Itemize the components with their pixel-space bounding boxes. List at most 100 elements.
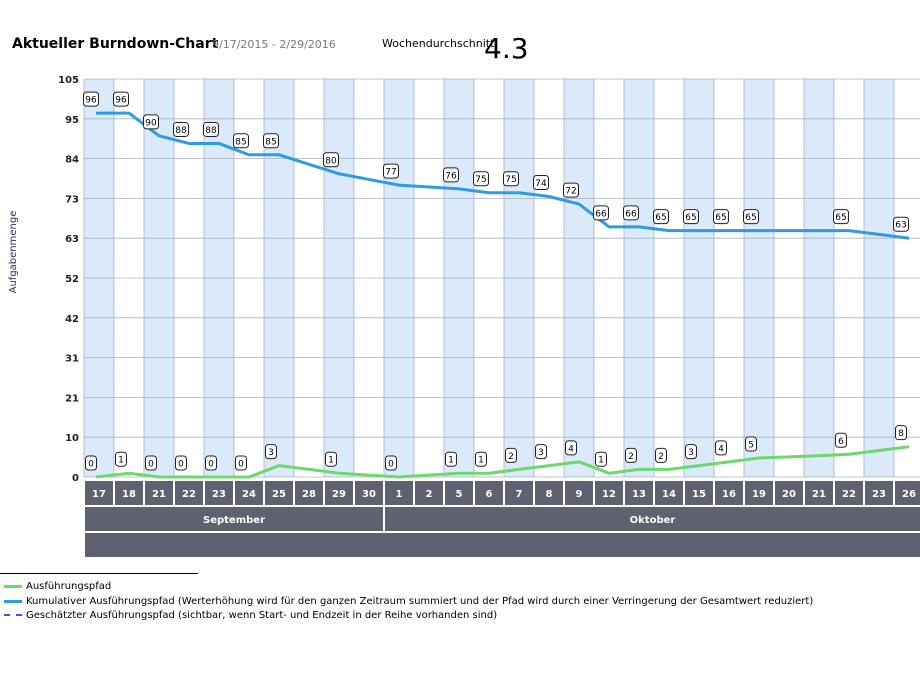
- day-cell: [655, 481, 683, 505]
- execution-data-label: 0: [385, 455, 397, 471]
- x-tick-label: 17: [92, 489, 106, 500]
- x-tick-label: 21: [812, 489, 826, 500]
- x-tick-label: 22: [182, 489, 196, 500]
- cumulative-data-label: 66: [593, 205, 609, 221]
- cumulative-data-label: 88: [173, 121, 189, 137]
- data-label-box: [503, 171, 519, 187]
- data-label-text: 2: [628, 452, 634, 462]
- y-tick-label: 105: [58, 75, 79, 86]
- data-label-box: [895, 425, 907, 441]
- x-tick-label: 25: [272, 489, 286, 500]
- execution-data-label: 4: [715, 440, 727, 456]
- execution-data-label: 0: [205, 455, 217, 471]
- weekly-average-value: 4.3: [484, 32, 529, 65]
- x-tick-label: 20: [782, 489, 796, 500]
- y-tick-label: 84: [65, 155, 79, 166]
- x-tick-label: 16: [722, 489, 736, 500]
- day-cell: [295, 481, 323, 505]
- data-label-box: [475, 451, 487, 467]
- day-cell: [475, 481, 503, 505]
- data-label-text: 65: [685, 213, 696, 223]
- data-label-text: 65: [745, 213, 756, 223]
- day-cell: [535, 481, 563, 505]
- legend-swatch-estimated: [4, 614, 22, 616]
- cumulative-data-label: 85: [233, 133, 249, 149]
- data-label-box: [713, 209, 729, 225]
- data-label-text: 0: [238, 460, 244, 470]
- data-label-box: [835, 432, 847, 448]
- day-cell: [445, 481, 473, 505]
- x-tick-label: 8: [546, 489, 553, 500]
- data-label-text: 4: [568, 444, 574, 454]
- data-label-text: 3: [268, 448, 274, 458]
- data-label-text: 80: [325, 156, 337, 166]
- data-label-box: [623, 205, 639, 221]
- cumulative-data-label: 65: [713, 209, 729, 225]
- data-label-text: 2: [508, 452, 514, 462]
- weekly-average-label: Wochendurchschnitt: [382, 37, 495, 50]
- execution-data-label: 4: [565, 440, 577, 456]
- data-label-text: 96: [85, 96, 97, 106]
- data-label-text: 88: [205, 126, 217, 136]
- data-label-box: [593, 205, 609, 221]
- cumulative-data-label: 96: [113, 91, 129, 107]
- data-label-text: 85: [265, 137, 276, 147]
- axis-footer-bar: [85, 533, 920, 557]
- day-cell: [235, 481, 263, 505]
- data-label-box: [85, 455, 97, 471]
- data-label-box: [625, 447, 637, 463]
- day-cell: [415, 481, 443, 505]
- day-cell: [835, 481, 863, 505]
- x-tick-label: 30: [362, 489, 376, 500]
- legend-label-cumulative: Kumulativer Ausführungspfad (Werterhöhun…: [26, 596, 814, 607]
- execution-data-label: 1: [325, 451, 337, 467]
- x-tick-label: 6: [486, 489, 493, 500]
- execution-data-label: 1: [475, 451, 487, 467]
- day-cell: [325, 481, 353, 505]
- execution-data-label: 3: [685, 444, 697, 460]
- day-cell: [175, 481, 203, 505]
- cumulative-data-label: 75: [503, 171, 519, 187]
- cumulative-data-label: 90: [143, 114, 159, 130]
- data-label-text: 6: [838, 437, 844, 447]
- day-cell: [85, 481, 113, 505]
- data-label-text: 0: [88, 460, 94, 470]
- y-tick-label: 63: [65, 234, 79, 245]
- month-label: September: [203, 515, 265, 526]
- data-label-text: 90: [145, 118, 157, 128]
- cumulative-data-label: 63: [893, 216, 909, 232]
- month-label: Oktober: [630, 515, 676, 526]
- x-tick-label: 22: [842, 489, 856, 500]
- data-label-box: [83, 91, 99, 107]
- data-label-text: 63: [895, 221, 906, 231]
- data-label-text: 8: [898, 429, 904, 439]
- cumulative-data-label: 65: [743, 209, 759, 225]
- data-label-text: 0: [148, 460, 154, 470]
- data-label-text: 4: [718, 444, 724, 454]
- x-tick-label: 13: [632, 489, 646, 500]
- data-label-box: [235, 455, 247, 471]
- day-cell: [805, 481, 833, 505]
- data-label-box: [145, 455, 157, 471]
- data-label-box: [505, 447, 517, 463]
- data-label-box: [443, 167, 459, 183]
- legend-label-execution: Ausführungspfad: [26, 581, 112, 592]
- cumulative-data-label: 96: [83, 91, 99, 107]
- x-tick-label: 14: [662, 489, 676, 500]
- data-label-text: 88: [175, 126, 187, 136]
- day-cell: [595, 481, 623, 505]
- data-label-text: 1: [118, 456, 124, 466]
- day-cell: [775, 481, 803, 505]
- data-label-box: [143, 114, 159, 130]
- data-label-box: [743, 209, 759, 225]
- data-label-box: [263, 133, 279, 149]
- execution-data-label: 2: [505, 447, 517, 463]
- data-label-text: 65: [655, 213, 666, 223]
- x-tick-label: 23: [872, 489, 886, 500]
- data-label-box: [683, 209, 699, 225]
- data-label-box: [173, 121, 189, 137]
- y-tick-label: 95: [65, 115, 79, 126]
- day-cell: [505, 481, 533, 505]
- x-tick-label: 21: [152, 489, 166, 500]
- data-label-text: 76: [445, 171, 457, 181]
